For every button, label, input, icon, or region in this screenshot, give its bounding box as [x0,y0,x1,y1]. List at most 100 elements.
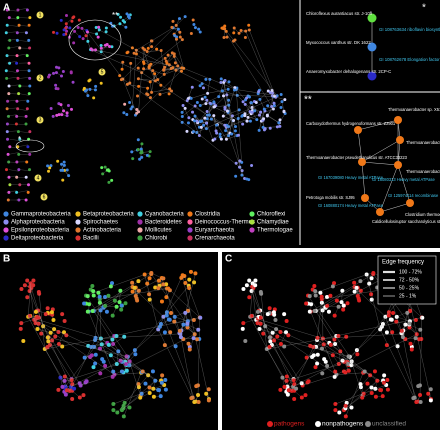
node [127,16,131,20]
inset-label: ** [304,95,312,106]
edge [223,28,274,110]
node [62,163,66,167]
legend-swatch [3,211,9,217]
node [60,162,64,166]
edge [217,124,227,140]
edge [316,299,322,341]
node [54,65,58,69]
edge [7,76,19,79]
gene-label: GI 125974114 recombinase [388,193,439,198]
edge [142,48,150,67]
node [339,300,344,305]
cluster-badge [34,174,42,182]
edge [315,286,355,312]
node [213,137,217,141]
legend-label: Thermotogae [257,228,293,234]
node [263,127,267,131]
node [240,326,245,331]
node [279,93,283,97]
node [124,368,129,373]
edge [7,17,18,20]
highlight-ring [15,139,45,153]
node [405,310,410,315]
node [278,329,283,334]
node [373,386,378,391]
node [205,117,209,121]
legend-label: Epsilonproteobacteria [11,228,70,234]
node [108,45,112,49]
node [110,313,115,318]
node [255,118,259,122]
node [220,89,224,93]
node [5,107,9,111]
node [253,109,257,113]
gene-label: GI 108763634 riboflavin biosynthesis pro… [379,27,440,32]
node [318,290,323,295]
node [82,355,87,360]
edge [249,29,276,98]
edge [252,286,257,320]
node [223,24,227,28]
star-marker: * [18,135,21,144]
node [24,31,28,35]
cluster-badge [36,116,44,124]
node [172,319,177,324]
edge [293,361,348,380]
edge [419,317,423,396]
node [292,382,297,387]
node [325,303,330,308]
node [332,281,337,286]
node [247,278,252,283]
edge [163,68,184,71]
node [258,290,263,295]
node [275,125,279,129]
node [56,87,60,91]
node [217,95,221,99]
node [277,121,281,125]
node [257,113,261,117]
edge [85,274,145,296]
edge [250,316,288,387]
node [224,129,228,133]
edge [16,116,27,118]
node [334,298,339,303]
node [178,35,182,39]
edge [379,202,411,213]
edge [165,53,175,59]
edge [223,82,227,95]
node [49,106,53,110]
node [15,190,19,194]
legend-swatch [315,421,321,427]
edge [132,50,137,107]
node [183,106,187,110]
edge [343,380,378,411]
edge [87,31,123,80]
edge [192,119,200,136]
node [61,70,65,74]
node [136,382,141,387]
edge [71,356,128,387]
edge [349,329,381,357]
edge [42,326,81,386]
node [172,54,176,58]
node [226,87,230,91]
node [114,333,119,338]
edge [259,99,265,110]
node [270,330,275,335]
node [15,54,19,58]
edge [232,115,243,125]
edge [7,9,18,12]
node [121,403,126,408]
node [220,26,224,30]
legend-label: Bacilli [83,236,99,242]
node [233,86,237,90]
inset-node [394,161,402,169]
inset-node [394,116,402,124]
edge [19,131,30,134]
node [7,175,11,179]
edge [293,356,350,387]
edge [38,293,45,350]
edge [16,31,27,33]
legend-swatch [267,421,273,427]
edge [173,34,184,69]
